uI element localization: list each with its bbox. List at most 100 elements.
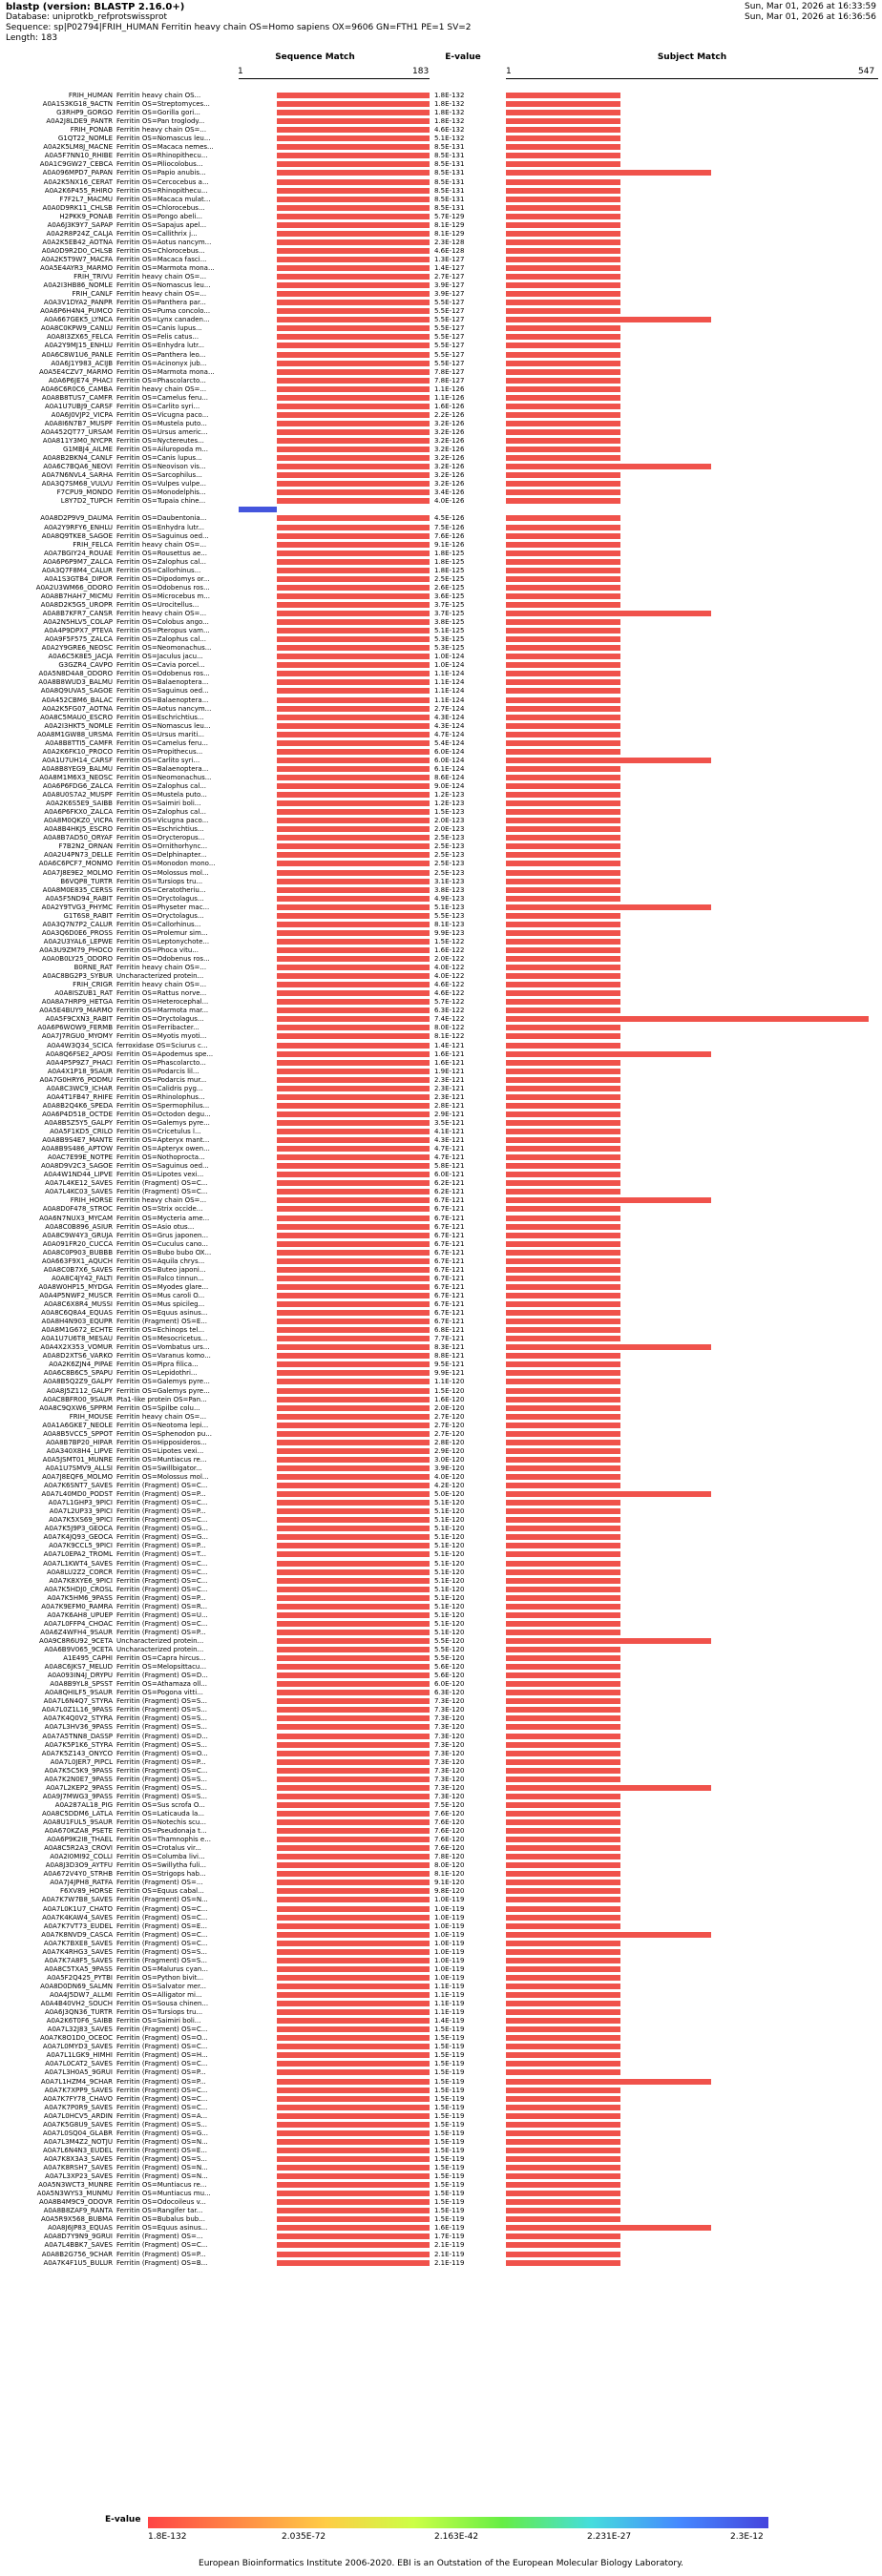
hit-row[interactable]: A0A7K4KAW4_SAVES Ferritin (Fragment) OS=C… [0,1913,882,1922]
hit-row[interactable]: A0A0D9R2D0_CHLSB Ferritin OS=Chlorocebus.… [0,246,882,256]
hit-row[interactable]: A0A8B2Q4K6_SPEDA Ferritin OS=Spermophilus… [0,1101,882,1111]
hit-accession[interactable]: A0A7L0CAT2_SAVES [45,2060,113,2068]
hit-accession[interactable]: A0A7L0EPA2_TROML [43,1550,113,1559]
hit-row[interactable]: A0A6C7BQA6_NEOVI Ferritin OS=Neovison vis… [0,462,882,471]
hit-accession[interactable]: A0A7L0HCV5_ARDIN [43,2111,113,2120]
hit-accession[interactable]: A0A7N6NVL4_SARHA [41,471,113,480]
hit-accession[interactable]: A0A663F9X1_AQUCH [41,1257,113,1265]
hit-accession[interactable]: A0A2U3YAL6_LEPWE [43,937,113,945]
hit-accession[interactable]: A0A2K6ZJN4_PIPAE [49,1361,113,1369]
hit-row[interactable]: A0A8B9YL8_SPSST Ferritin OS=Athamaza oll.… [0,1679,882,1689]
hit-row[interactable]: F7B2N2_ORNAN Ferritin OS=Ornithorhync... 2… [0,841,882,851]
hit-accession[interactable]: A0A6P9K2I8_THAEL [47,1836,113,1844]
hit-accession[interactable]: FRIH_HORSE [70,1196,113,1205]
hit-row[interactable]: A0A5F9CXN3_RABIT Ferritin OS=Oryctolagus.… [0,1014,882,1024]
hit-row[interactable]: A0A7L32J83_SAVES Ferritin (Fragment) OS=C… [0,2025,882,2034]
hit-accession[interactable]: A0A7L0FFP4_CHOAC [43,1619,113,1628]
hit-row[interactable]: A0A4T1FB47_RHIFE Ferritin OS=Rhinolophus.… [0,1092,882,1102]
hit-accession[interactable]: A0A7K6AH8_UPUEP [47,1610,113,1619]
hit-accession[interactable]: A0A6P6WOW9_FERMB [37,1024,113,1032]
hit-row[interactable]: A0A6P6WOW9_FERMB Ferritin OS=Ferribacter.… [0,1023,882,1032]
hit-row[interactable]: B0RNE_RAT Ferritin heavy chain OS=... 4.0E… [0,963,882,972]
hit-accession[interactable]: A0A7K6SNT7_SAVES [43,1482,113,1490]
hit-row[interactable]: A0A7K8XYE6_9PICI Ferritin (Fragment) OS=C… [0,1576,882,1586]
hit-accession[interactable]: A0A5F9CXN3_RABIT [45,1015,113,1024]
hit-row[interactable]: A0A9C8R6U92_9CETA Uncharacterized protein… [0,1636,882,1646]
hit-row[interactable]: A0A6P9K2I8_THAEL Ferritin OS=Thamnophis e… [0,1835,882,1844]
hit-row[interactable]: A0A8W0HP15_MYDGA Ferritin OS=Myodes glare… [0,1282,882,1292]
hit-accession[interactable]: A0A1S3GTB4_DIPOR [44,574,113,583]
hit-row[interactable]: A0A8M0E835_CERSS Ferritin OS=Ceratotheriu… [0,885,882,895]
hit-row[interactable]: A0A7J7RGU0_MYOMY Ferritin OS=Myotis myoti… [0,1031,882,1041]
hit-accession[interactable]: A0A7L0SQ04_GLABR [42,2129,113,2137]
hit-accession[interactable]: A0A6P4D518_OCTDE [42,1110,113,1118]
hit-accession[interactable]: A0A7L6N4N3_EUDEL [43,2146,113,2154]
hit-row[interactable]: A0A7L0JER7_PIPCL Ferritin (Fragment) OS=P… [0,1757,882,1767]
hit-row[interactable]: A0A8C0KPW9_CANLU Ferritin OS=Canis lupus.… [0,323,882,333]
hit-row[interactable]: A0A2I3HB86_NOMLE Ferritin OS=Nomascus leu… [0,280,882,290]
hit-row[interactable]: A0A6P6FDG6_ZALCA Ferritin OS=Zalophus cal… [0,781,882,791]
hit-row[interactable]: A0A1C9GW27_CEBCA Ferritin OS=Piliocolobus… [0,159,882,169]
hit-accession[interactable]: A0A0D9RK11_CHLSB [42,203,114,212]
hit-row[interactable]: A0A8I3ZX65_FELCA Ferritin OS=Felis catus.… [0,332,882,342]
hit-row[interactable]: A0A7K7BXE8_SAVES Ferritin (Fragment) OS=C… [0,1939,882,1948]
hit-accession[interactable]: A0A2K5NX16_CERAT [43,177,113,186]
hit-row[interactable]: A0A7L1KWT4_SAVES Ferritin (Fragment) OS=C… [0,1559,882,1568]
hit-accession[interactable]: A0A4T1FB47_RHIFE [46,1092,113,1101]
hit-row[interactable]: A0A7L3H0A5_9GRUI Ferritin (Fragment) OS=P… [0,2067,882,2077]
hit-accession[interactable]: A0A8Q6FSE2_APOSI [45,1049,113,1058]
hit-accession[interactable]: A0A2Y9MJ15_ENHLU [44,342,113,350]
hit-row[interactable]: A0A7L4BBK7_SAVES Ferritin (Fragment) OS=C… [0,2240,882,2250]
hit-accession[interactable]: A0A6Z4WFH4_9SAUR [40,1628,113,1636]
hit-row[interactable]: A0A2K5T9W7_MACFA Ferritin OS=Macaca fasci… [0,255,882,264]
hit-accession[interactable]: A0A8B4M9C9_ODOVR [38,2198,113,2207]
hit-accession[interactable]: A0A8B7HAH7_MICMU [40,592,113,600]
hit-row[interactable]: A0A1U7SMV9_ALLSI Ferritin OS=Swillbigator… [0,1464,882,1473]
hit-row[interactable]: A0A7K7A8F5_SAVES Ferritin (Fragment) OS=S… [0,1956,882,1965]
hit-row[interactable]: A0A7K8RSH7_SAVES Ferritin (Fragment) OS=N… [0,2163,882,2172]
hit-accession[interactable]: A0A8B8YEG9_BALMU [41,764,113,773]
hit-row[interactable]: A0A7K4F1U5_BULUR Ferritin (Fragment) OS=B… [0,2258,882,2268]
hit-row[interactable]: A0A5N3WYS3_MUNMU Ferritin OS=Muntiacus mu… [0,2189,882,2198]
hit-row[interactable]: FRIH_PONAB Ferritin heavy chain OS=... 4.6… [0,125,882,135]
hit-row[interactable]: A0A7K8X3A3_SAVES Ferritin (Fragment) OS=S… [0,2154,882,2164]
hit-row[interactable]: A0A663F9X1_AQUCH Ferritin OS=Aquila chrys… [0,1257,882,1266]
hit-accession[interactable]: A0A1A6GKE7_NEOLE [42,1421,113,1429]
hit-accession[interactable]: A0A2K6S5E9_SAIBB [46,800,113,808]
hit-row[interactable]: A0A5F1KD5_CRILO Ferritin OS=Cricetulus l.… [0,1127,882,1136]
hit-accession[interactable]: A0A3Q7N7P2_CALUR [42,920,113,928]
hit-accession[interactable]: A0A4P9DPX7_PTEVA [44,627,113,635]
hit-row[interactable]: F7F2L7_MACMU Ferritin OS=Macaca mulat... 8… [0,195,882,204]
hit-row[interactable]: A0A5E4BUY9_MARMO Ferritin OS=Marmota mar.… [0,1006,882,1015]
hit-row[interactable]: A0A4X1P18_9SAUR Ferritin OS=Podarcis lil.… [0,1067,882,1076]
hit-row[interactable]: A0A8A7HRP9_HETGA Ferritin OS=Heterocephal… [0,997,882,1007]
hit-row[interactable]: A0A091FR20_CUCCA Ferritin OS=Cuculus cano… [0,1239,882,1249]
hit-row[interactable]: A0A7K5HDJ0_CROSL Ferritin (Fragment) OS=C… [0,1585,882,1594]
hit-row[interactable]: A0A7K9CCL5_9PICI Ferritin (Fragment) OS=P… [0,1541,882,1550]
hit-accession[interactable]: A0A7K8O1D0_OCEOC [39,2034,113,2043]
hit-row[interactable]: A0A7L0EPA2_TROML Ferritin (Fragment) OS=T… [0,1549,882,1559]
hit-row[interactable]: G3RHP9_GORGO Ferritin OS=Gorilla gori... 1… [0,108,882,117]
hit-row[interactable]: A0A2K6S5E9_SAIBB Ferritin OS=Saimiri boli… [0,799,882,808]
hit-row[interactable]: FRIH_FELCA Ferritin heavy chain OS=... 9.1… [0,540,882,550]
hit-accession[interactable]: A0A6C8B6C5_SPAPU [43,1369,113,1378]
hit-accession[interactable]: FRIH_CRIGR [73,981,113,989]
hit-accession[interactable]: A0A8U1FUL5_9SAUR [43,1818,113,1826]
hit-accession[interactable]: A0A4W1ND44_LIPVE [43,1171,113,1179]
hit-row[interactable]: A0A8U1FUL5_9SAUR Ferritin OS=Notechis scu… [0,1818,882,1827]
hit-row[interactable]: A0A5F5ND94_RABIT Ferritin OS=Oryctolagus.… [0,894,882,904]
hit-row[interactable]: FRIH_CANLF Ferritin heavy chain OS=... 3.9… [0,289,882,299]
hit-accession[interactable]: A0A8M1G672_ECHTE [41,1326,113,1335]
hit-row[interactable]: A0A8B8TUS7_CAMFR Ferritin OS=Camelus feru… [0,393,882,403]
hit-accession[interactable]: A0A8B9S4E7_MANTE [42,1136,113,1145]
hit-row[interactable]: A0A6J0VJP2_VICPA Ferritin OS=Vicugna paco… [0,410,882,420]
hit-row[interactable]: G3GZR4_CAVPO Ferritin OS=Cavia porcel... 1… [0,660,882,670]
hit-row[interactable]: A0A3Q6D0E6_PROSS Ferritin OS=Prolemur sim… [0,928,882,938]
hit-row[interactable]: A0A4W1ND44_LIPVE Ferritin OS=Lipotes vexi… [0,1170,882,1179]
hit-accession[interactable]: A0A3Q6D0E6_PROSS [41,928,113,937]
hit-row[interactable]: A0A7K7FY78_CHAVO Ferritin (Fragment) OS=C… [0,2094,882,2104]
hit-accession[interactable]: A0A7K7A8F5_SAVES [44,1956,113,1964]
hit-row[interactable]: A0A7L6N4N3_EUDEL Ferritin (Fragment) OS=E… [0,2146,882,2155]
hit-accession[interactable]: A0A5E4BUY9_MARMO [39,1007,113,1015]
hit-accession[interactable]: A0A8C9W4Y3_GRUJA [42,1231,113,1239]
